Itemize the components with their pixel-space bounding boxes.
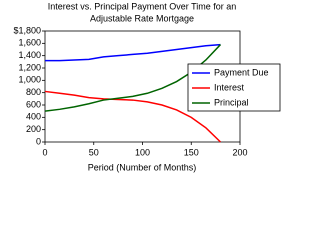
y-tick-label: 800 <box>26 87 41 97</box>
y-tick-label: 400 <box>26 112 41 122</box>
chart-title: Interest vs. Principal Payment Over Time… <box>48 1 237 11</box>
x-tick-label: 150 <box>184 147 199 157</box>
y-tick-label: 1,000 <box>18 75 41 85</box>
legend-label: Payment Due <box>214 67 269 77</box>
chart: Interest vs. Principal Payment Over Time… <box>13 1 281 172</box>
y-tick-label: 0 <box>36 136 41 146</box>
x-axis-label: Period (Number of Months) <box>88 162 197 172</box>
y-tick-label: 1,600 <box>18 38 41 48</box>
y-tick-label: 1,200 <box>18 62 41 72</box>
series-line <box>44 90 222 143</box>
x-tick-label: 200 <box>232 147 247 157</box>
y-tick-label: 200 <box>26 124 41 134</box>
x-tick-label: 100 <box>135 147 150 157</box>
y-tick-label: 1,400 <box>18 50 41 60</box>
legend-label: Interest <box>214 82 245 92</box>
series-line <box>45 43 221 62</box>
y-tick-label: 600 <box>26 99 41 109</box>
legend-label: Principal <box>214 97 249 107</box>
x-tick-label: 0 <box>42 147 47 157</box>
chart-subtitle: Adjustable Rate Mortgage <box>90 13 194 23</box>
y-tick-label: $1,800 <box>13 25 41 35</box>
x-tick-label: 50 <box>89 147 99 157</box>
